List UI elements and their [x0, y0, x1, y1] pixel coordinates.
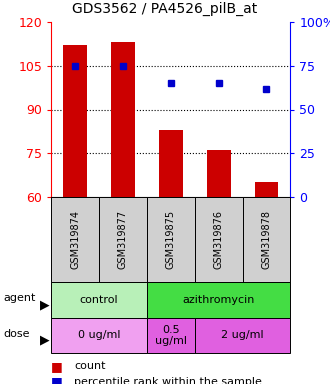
- Text: ■: ■: [51, 360, 63, 373]
- Text: percentile rank within the sample: percentile rank within the sample: [74, 377, 262, 384]
- Text: count: count: [74, 361, 106, 371]
- Bar: [159, 130, 183, 372]
- Text: 0.5
ug/ml: 0.5 ug/ml: [155, 325, 187, 346]
- Bar: [111, 42, 135, 372]
- Text: 2 ug/ml: 2 ug/ml: [221, 331, 264, 341]
- Bar: [254, 182, 279, 372]
- Text: control: control: [80, 295, 118, 305]
- Text: azithromycin: azithromycin: [182, 295, 255, 305]
- Text: ▶: ▶: [40, 334, 49, 347]
- Text: 0 ug/ml: 0 ug/ml: [78, 331, 120, 341]
- Text: GSM319878: GSM319878: [261, 210, 272, 269]
- Bar: [207, 150, 231, 372]
- Text: GDS3562 / PA4526_pilB_at: GDS3562 / PA4526_pilB_at: [72, 2, 258, 16]
- Text: GSM319876: GSM319876: [214, 210, 224, 269]
- Text: dose: dose: [3, 329, 30, 339]
- Text: ■: ■: [51, 375, 63, 384]
- Text: ▶: ▶: [40, 298, 49, 311]
- Bar: [63, 45, 87, 372]
- Text: GSM319875: GSM319875: [166, 210, 176, 269]
- Text: GSM319874: GSM319874: [70, 210, 80, 269]
- Text: GSM319877: GSM319877: [118, 210, 128, 269]
- Text: agent: agent: [3, 293, 36, 303]
